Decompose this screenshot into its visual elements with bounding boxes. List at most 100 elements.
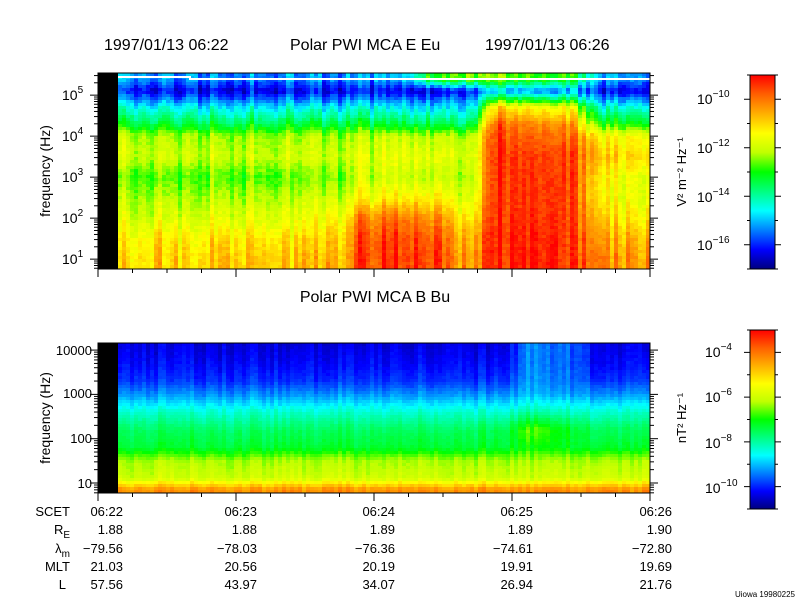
heatmap-cell xyxy=(374,112,378,115)
heatmap-cell xyxy=(370,259,374,262)
heatmap-cell xyxy=(274,154,278,157)
heatmap-cell xyxy=(290,247,294,250)
heatmap-cell xyxy=(274,172,278,175)
heatmap-cell xyxy=(418,148,422,151)
heatmap-cell xyxy=(326,214,330,217)
heatmap-cell xyxy=(218,202,222,205)
heatmap-cell xyxy=(194,196,198,199)
heatmap-cell xyxy=(390,127,394,130)
heatmap-cell xyxy=(150,217,154,220)
heatmap-cell xyxy=(258,208,262,211)
heatmap-cell xyxy=(238,172,242,175)
heatmap-cell xyxy=(286,259,290,262)
heatmap-cell xyxy=(386,184,390,187)
heatmap-cell xyxy=(242,106,246,109)
heatmap-cell xyxy=(314,250,318,253)
heatmap-cell xyxy=(118,211,122,214)
heatmap-cell xyxy=(386,79,390,82)
heatmap-cell xyxy=(298,91,302,94)
heatmap-cell xyxy=(242,196,246,199)
heatmap-cell xyxy=(374,145,378,148)
heatmap-cell xyxy=(402,238,406,241)
heatmap-cell xyxy=(206,223,210,226)
heatmap-cell xyxy=(362,103,366,106)
heatmap-cell xyxy=(306,202,310,205)
heatmap-cell xyxy=(370,202,374,205)
heatmap-cell xyxy=(118,94,122,97)
heatmap-cell xyxy=(410,214,414,217)
heatmap-cell xyxy=(214,181,218,184)
heatmap-cell xyxy=(186,232,190,235)
heatmap-cell xyxy=(222,139,226,142)
heatmap-cell xyxy=(134,118,138,121)
heatmap-cell xyxy=(346,172,350,175)
heatmap-cell xyxy=(194,148,198,151)
heatmap-cell xyxy=(154,151,158,154)
heatmap-cell xyxy=(270,145,274,148)
heatmap-cell xyxy=(274,214,278,217)
heatmap-cell xyxy=(250,172,254,175)
heatmap-cell xyxy=(350,202,354,205)
heatmap-cell xyxy=(278,97,282,100)
heatmap-cell xyxy=(118,97,122,100)
heatmap-cell xyxy=(386,148,390,151)
heatmap-cell xyxy=(134,265,138,268)
heatmap-cell xyxy=(254,109,258,112)
heatmap-cell xyxy=(378,118,382,121)
heatmap-cell xyxy=(226,94,230,97)
heatmap-cell xyxy=(182,253,186,256)
heatmap-cell xyxy=(186,220,190,223)
heatmap-cell xyxy=(390,118,394,121)
heatmap-cell xyxy=(234,154,238,157)
heatmap-cell xyxy=(394,154,398,157)
heatmap-cell xyxy=(390,184,394,187)
heatmap-cell xyxy=(294,265,298,268)
heatmap-cell xyxy=(246,76,250,79)
heatmap-cell xyxy=(166,151,170,154)
heatmap-cell xyxy=(374,172,378,175)
heatmap-cell xyxy=(122,118,126,121)
heatmap-cell xyxy=(198,148,202,151)
heatmap-cell xyxy=(290,250,294,253)
heatmap-cell xyxy=(242,187,246,190)
heatmap-cell xyxy=(354,151,358,154)
heatmap-cell xyxy=(242,115,246,118)
heatmap-cell xyxy=(294,127,298,130)
heatmap-cell xyxy=(254,148,258,151)
heatmap-cell xyxy=(330,241,334,244)
heatmap-cell xyxy=(406,148,410,151)
heatmap-cell xyxy=(286,199,290,202)
heatmap-cell xyxy=(122,178,126,181)
heatmap-cell xyxy=(274,103,278,106)
heatmap-cell xyxy=(414,265,418,268)
heatmap-cell xyxy=(394,196,398,199)
heatmap-cell xyxy=(122,88,126,91)
heatmap-cell xyxy=(258,103,262,106)
heatmap-cell xyxy=(362,166,366,169)
heatmap-cell xyxy=(358,190,362,193)
heatmap-cell xyxy=(278,136,282,139)
heatmap-cell xyxy=(362,208,366,211)
heatmap-cell xyxy=(314,172,318,175)
heatmap-cell xyxy=(182,151,186,154)
heatmap-cell xyxy=(162,217,166,220)
heatmap-cell xyxy=(398,112,402,115)
heatmap-cell xyxy=(306,265,310,268)
heatmap-cell xyxy=(210,82,214,85)
heatmap-cell xyxy=(170,184,174,187)
heatmap-cell xyxy=(382,79,386,82)
heatmap-cell xyxy=(206,187,210,190)
heatmap-cell xyxy=(142,109,146,112)
heatmap-cell xyxy=(390,196,394,199)
heatmap-cell xyxy=(214,106,218,109)
heatmap-cell xyxy=(230,178,234,181)
heatmap-cell xyxy=(414,139,418,142)
heatmap-cell xyxy=(410,166,414,169)
heatmap-cell xyxy=(170,154,174,157)
heatmap-cell xyxy=(366,109,370,112)
heatmap-cell xyxy=(214,157,218,160)
heatmap-cell xyxy=(366,259,370,262)
heatmap-cell xyxy=(246,94,250,97)
heatmap-cell xyxy=(306,112,310,115)
heatmap-cell xyxy=(318,199,322,202)
